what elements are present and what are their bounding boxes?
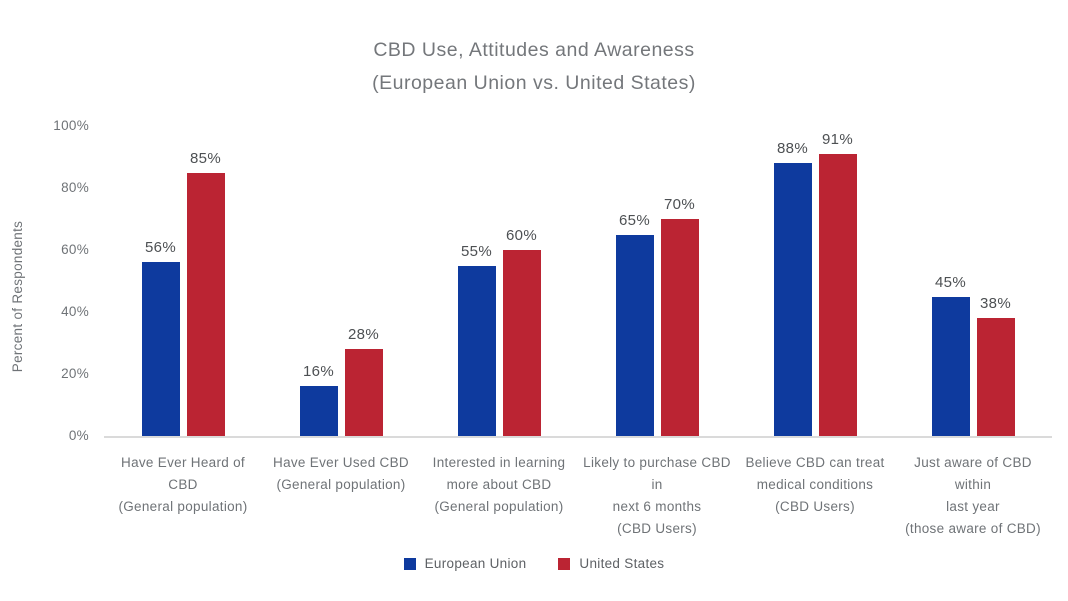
bar-value-label: 16% [303, 363, 334, 381]
category-label-line: Likely to purchase CBD in [583, 455, 731, 492]
bar-with-label: 91% [818, 126, 857, 436]
bar-value-label: 91% [822, 130, 853, 148]
category-label-line: Believe CBD can treat [745, 455, 885, 470]
x-axis-category-label: Just aware of CBD within last year (those … [894, 452, 1052, 540]
bar-with-label: 65% [615, 126, 654, 436]
y-axis-tick-label: 20% [61, 366, 89, 381]
legend: European Union United States [0, 556, 1068, 571]
bar-value-label: 65% [619, 211, 650, 229]
bar-with-label: 28% [344, 126, 383, 436]
bar-group: 16% 28% [262, 126, 420, 436]
category-label-line: next 6 months [612, 499, 702, 514]
category-label-line: Have Ever Heard of CBD [121, 455, 245, 492]
bar-european-union [615, 234, 654, 436]
chart-title-line2: (European Union vs. United States) [372, 72, 696, 94]
bar-european-union [141, 262, 180, 436]
category-label-line: Interested in learning [432, 455, 566, 470]
category-label-line: (General population) [434, 499, 564, 514]
bar-with-label: 38% [976, 126, 1015, 436]
bar-value-label: 45% [935, 273, 966, 291]
legend-label: United States [579, 556, 665, 571]
x-axis-category-label: Interested in learning more about CBD (Gen… [420, 452, 578, 540]
category-label-line: Have Ever Used CBD [273, 455, 409, 470]
category-label-line: Just aware of CBD within [914, 455, 1032, 492]
legend-item: European Union [403, 556, 527, 571]
y-axis-tick-label: 100% [53, 118, 89, 133]
bar-united-states [660, 219, 699, 436]
bar-european-union [299, 386, 338, 436]
chart-title: CBD Use, Attitudes and Awareness (Europe… [0, 0, 1068, 100]
bar-with-label: 60% [502, 126, 541, 436]
category-label-line: (CBD Users) [775, 499, 855, 514]
bar-with-label: 85% [186, 126, 225, 436]
bar-with-label: 88% [773, 126, 812, 436]
plot-region: Percent of Respondents 0% 20% 40% 60% 80% 100… [11, 118, 1052, 443]
bar-with-label: 55% [457, 126, 496, 436]
bar-united-states [502, 250, 541, 436]
bar-value-label: 70% [664, 196, 695, 213]
bar-european-union [457, 265, 496, 436]
x-axis-category-labels: Have Ever Heard of CBD (General populatio… [104, 452, 1052, 540]
bar-group: 45% 38% [894, 126, 1052, 436]
category-label-line: (CBD Users) [617, 521, 697, 536]
y-axis-title-text: Percent of Respondents [10, 220, 26, 372]
category-label-line: medical conditions [756, 477, 874, 492]
bar-value-label: 85% [190, 149, 221, 167]
bar-value-label: 60% [506, 227, 537, 244]
legend-label: European Union [424, 556, 527, 571]
bar-european-union [931, 296, 970, 436]
y-axis-tick-label: 60% [61, 242, 89, 257]
bar-value-label: 88% [777, 140, 808, 158]
x-axis-category-label: Believe CBD can treat medical conditions (… [736, 452, 894, 540]
bar-with-label: 16% [299, 126, 338, 436]
bar-group: 56% 85% [104, 126, 262, 436]
bar-with-label: 45% [931, 126, 970, 436]
y-axis-title: Percent of Respondents [8, 140, 28, 452]
legend-item: United States [558, 556, 664, 571]
bar-united-states [818, 153, 857, 436]
plot-area: 0% 20% 40% 60% 80% 100% 56% 85% 16% 28% 55% 60% 65% 7… [53, 118, 1052, 443]
category-label-line: more about CBD [446, 477, 552, 492]
bar-with-label: 70% [660, 126, 699, 436]
legend-swatch [558, 557, 571, 570]
bar-value-label: 38% [980, 295, 1011, 313]
category-label-line: (General population) [118, 499, 248, 514]
y-axis-tick-label: 80% [61, 180, 89, 195]
x-axis-category-label: Have Ever Used CBD (General population) [262, 452, 420, 540]
category-label-line: last year [946, 499, 1000, 514]
bar-united-states [976, 318, 1015, 436]
y-axis-tick-label: 40% [61, 304, 89, 319]
category-label-line: (those aware of CBD) [905, 521, 1041, 536]
y-axis-tick-label: 0% [68, 428, 89, 443]
legend-swatch [403, 557, 416, 570]
chart-title-line1: CBD Use, Attitudes and Awareness [373, 39, 695, 61]
bar-united-states [344, 349, 383, 436]
x-axis-category-label: Likely to purchase CBD in next 6 months (C… [578, 452, 736, 540]
bar-value-label: 28% [348, 326, 379, 344]
bar-value-label: 55% [461, 242, 492, 260]
bar-united-states [186, 172, 225, 436]
bar-value-label: 56% [145, 239, 176, 257]
bar-with-label: 56% [141, 126, 180, 436]
bar-group: 55% 60% [420, 126, 578, 436]
category-label-line: (General population) [276, 477, 406, 492]
bar-european-union [773, 163, 812, 436]
bar-group: 65% 70% [578, 126, 736, 436]
x-axis-category-label: Have Ever Heard of CBD (General populatio… [104, 452, 262, 540]
bar-group: 88% 91% [736, 126, 894, 436]
